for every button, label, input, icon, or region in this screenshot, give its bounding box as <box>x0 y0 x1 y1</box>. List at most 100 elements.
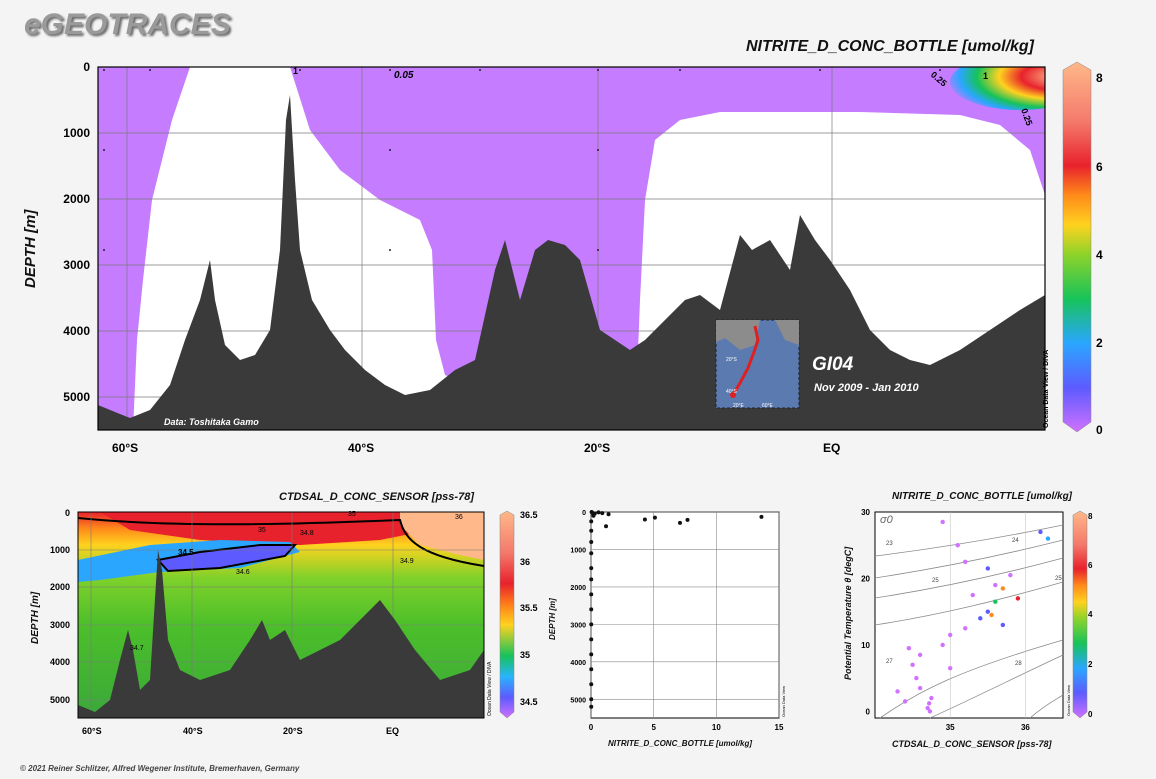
ts-point <box>955 543 960 548</box>
ts-ytick: 20 <box>861 574 870 583</box>
sal-colorbar-tick: 36 <box>520 557 531 567</box>
main-xtick: 20°S <box>584 441 611 455</box>
ts-point <box>978 616 983 621</box>
ts-colorbar-tick: 8 <box>1088 512 1093 521</box>
ts-xtick: 35 <box>946 723 955 732</box>
profile-ytick: 4000 <box>570 660 586 667</box>
ts-point <box>914 675 919 681</box>
ts-ytick: 10 <box>861 641 870 650</box>
ts-point <box>917 685 923 691</box>
map-tick: 20°S <box>726 357 737 363</box>
main-colorbar <box>1062 61 1092 433</box>
ts-point <box>910 662 915 668</box>
ts-point <box>963 559 968 565</box>
ts-colorbar-tick: 0 <box>1088 710 1093 719</box>
profile-point <box>642 517 647 522</box>
sal-xtick: 40°S <box>183 726 203 736</box>
sigma-symbol: σ0 <box>880 514 893 526</box>
ts-point <box>925 705 930 711</box>
sal-ytick: 0 <box>64 508 70 518</box>
isopycnal-label: 24 <box>1012 538 1019 544</box>
ts-xlabel: CTDSAL_D_CONC_SENSOR [pss-78] <box>892 739 1052 749</box>
map-tick: 60°E <box>762 403 773 409</box>
ts-point <box>1000 622 1006 628</box>
ts-point <box>927 709 933 714</box>
profile-xtick: 5 <box>651 723 656 732</box>
sal-contour-label: 35 <box>348 511 356 518</box>
ts-odv-label: Ocean Data View <box>1066 684 1071 716</box>
profile-point <box>589 652 594 657</box>
ts-point <box>985 566 990 571</box>
colorbar-tick: 4 <box>1096 248 1103 262</box>
profile-point <box>589 607 594 612</box>
isopycnal-label: 23 <box>886 541 893 547</box>
main-ytick: 5000 <box>63 390 90 404</box>
ts-ylabel: Potential Temperature θ [degC] <box>843 546 853 680</box>
isopycnal-label: 28 <box>1015 661 1022 667</box>
sal-contour-label: 34.9 <box>400 558 414 565</box>
ts-point <box>1038 529 1043 535</box>
profile-point <box>589 592 594 597</box>
ts-point <box>963 626 968 631</box>
profile-point <box>677 520 682 525</box>
profile-xtick: 0 <box>589 723 594 732</box>
profile-point <box>589 519 594 524</box>
profile-ytick: 1000 <box>570 547 586 554</box>
contour-label: 0.05 <box>394 70 414 81</box>
sal-ytick: 4000 <box>49 657 70 667</box>
main-ytick: 2000 <box>63 192 90 206</box>
main-xtick: 60°S <box>112 441 139 455</box>
ts-point <box>895 689 900 694</box>
profile-point <box>589 577 594 582</box>
bathymetry <box>98 95 1045 430</box>
main-xtick: 40°S <box>348 441 375 455</box>
map-tick: 40°S <box>726 389 737 395</box>
profile-ytick: 5000 <box>570 697 586 704</box>
colorbar-tick: 6 <box>1096 160 1103 174</box>
ts-title: NITRITE_D_CONC_BOTTLE [umol/kg] <box>892 491 1073 502</box>
sal-colorbar-tick: 34.5 <box>520 697 538 707</box>
profile-point <box>759 514 764 519</box>
main-title: NITRITE_D_CONC_BOTTLE [umol/kg] <box>746 38 1035 55</box>
main-ytick: 4000 <box>63 324 90 338</box>
ts-point <box>948 665 953 671</box>
ts-point <box>970 592 975 598</box>
sal-contour-label: 35 <box>258 527 266 534</box>
main-ytick: 3000 <box>63 258 90 272</box>
contour-label: 1 <box>293 66 299 76</box>
ts-point <box>902 699 908 704</box>
profile-point <box>591 513 596 518</box>
profile-xlabel: NITRITE_D_CONC_BOTTLE [umol/kg] <box>608 739 753 748</box>
sal-contour-label: 36 <box>455 514 463 521</box>
ts-point <box>948 632 953 638</box>
ts-point <box>906 646 912 651</box>
colorbar-tick: 8 <box>1096 71 1103 85</box>
profile-point <box>589 704 594 709</box>
ts-point <box>926 701 932 706</box>
profile-point <box>589 622 594 627</box>
isopycnal-label: 25 <box>932 578 939 584</box>
profile-point <box>589 566 594 571</box>
profile-xtick: 10 <box>712 723 721 732</box>
copyright-footer: © 2021 Reiner Schlitzer, Alfred Wegener … <box>20 764 300 773</box>
profile-ytick: 3000 <box>570 622 586 629</box>
sal-bathymetry <box>78 550 484 718</box>
ts-point <box>1045 536 1051 541</box>
profile-point <box>589 551 594 556</box>
ts-xtick: 36 <box>1021 723 1030 732</box>
sal-xtick: 60°S <box>82 726 102 736</box>
high-salinity-core <box>100 512 440 545</box>
sal-contour-label: 34.6 <box>236 569 250 576</box>
map-tick: 20°E <box>733 403 744 409</box>
main-xtick: EQ <box>823 441 841 455</box>
profile-point <box>589 637 594 642</box>
sal-colorbar-tick: 36.5 <box>520 510 538 520</box>
profile-point <box>589 528 594 533</box>
contour-label: 1 <box>983 71 989 81</box>
nitrite-hotspot <box>950 67 1045 110</box>
ts-colorbar-tick: 6 <box>1088 561 1093 570</box>
profile-ytick: 2000 <box>570 585 586 592</box>
